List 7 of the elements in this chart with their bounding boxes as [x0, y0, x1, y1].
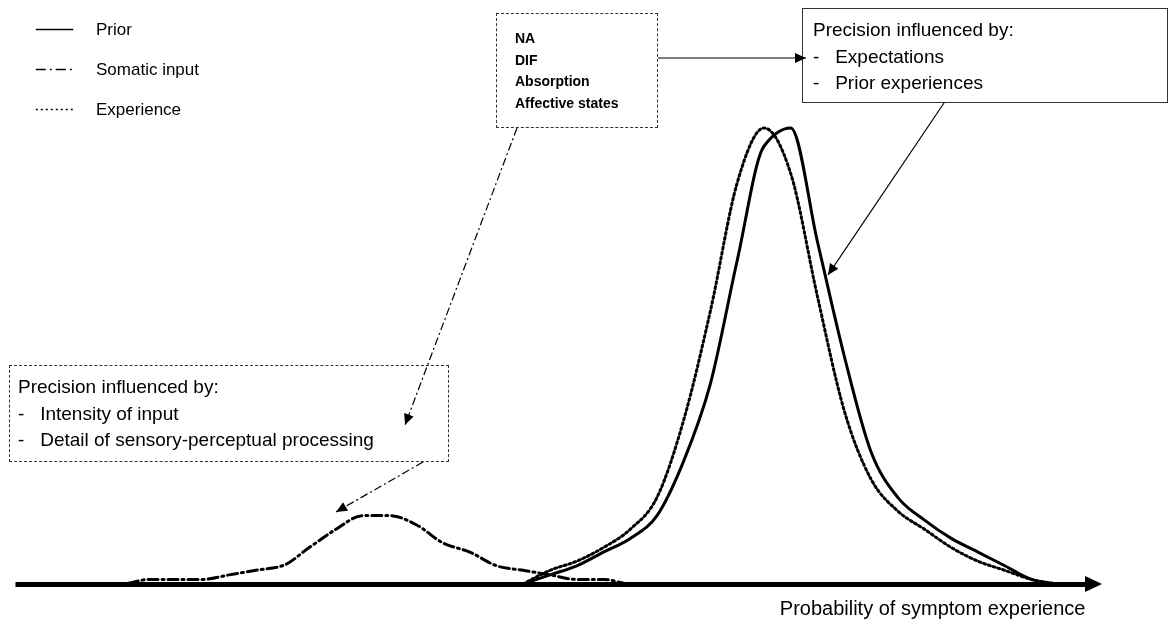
legend-label: Prior: [96, 19, 133, 39]
x-axis-title: Probability of symptom experience: [779, 596, 1086, 619]
note-box: NA DIF Absorption Affective states: [496, 13, 658, 128]
legend-label: Somatic input: [96, 59, 200, 79]
note-box: Precision influenced by: - Expectations - Prior experiences: [802, 8, 1168, 103]
legend-label: Experience: [96, 99, 182, 119]
note-box: Precision influenced by: - Intensity of input - Detail of sensory-perceptual processing: [9, 365, 449, 462]
